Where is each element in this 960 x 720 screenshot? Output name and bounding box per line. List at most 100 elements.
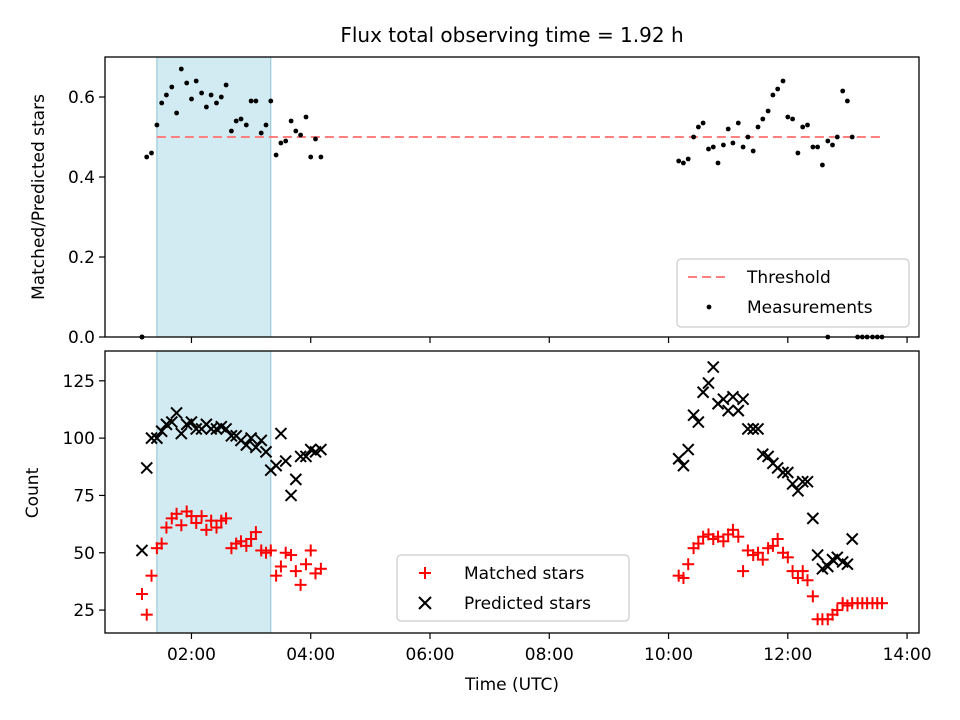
measurement-point: [725, 126, 731, 132]
predicted-star-point: [274, 427, 288, 440]
predicted-star-point: [244, 431, 258, 445]
measurement-point: [795, 150, 801, 156]
measurement-point: [790, 116, 795, 122]
matched-star-point: [270, 569, 283, 582]
predicted-star-point: [736, 392, 750, 406]
predicted-star-point: [732, 404, 745, 417]
matched-star-point: [145, 569, 158, 582]
measurement-point: [750, 148, 756, 154]
y-tick-label: 125: [63, 372, 95, 392]
measurement-point: [263, 122, 269, 128]
measurement-point: [273, 152, 279, 158]
measurement-point: [830, 142, 835, 148]
predicted-star-point: [249, 441, 263, 454]
matched-star-point: [786, 565, 799, 578]
matched-star-point: [732, 530, 745, 543]
matched-star-point: [876, 597, 889, 610]
measurement-point: [223, 82, 229, 88]
predicted-star-point: [672, 452, 685, 465]
measurement-point: [278, 140, 284, 146]
predicted-star-point: [702, 376, 715, 390]
matched-star-point: [200, 523, 213, 536]
measurement-point: [721, 142, 726, 148]
bottom-y-axis-label: Count: [23, 467, 43, 518]
x-tick-label: 08:00: [525, 645, 574, 665]
y-tick-label: 0.4: [68, 168, 95, 188]
measurement-point: [805, 122, 810, 128]
legend-predicted-label: Predicted stars: [464, 594, 591, 614]
predicted-star-point: [299, 450, 313, 463]
matched-star-point: [756, 553, 769, 566]
measurement-point: [268, 98, 274, 104]
predicted-star-point: [175, 427, 188, 440]
matched-star-point: [175, 519, 188, 532]
top-x-axis: [190, 337, 908, 343]
predicted-star-point: [279, 454, 292, 468]
matched-star-point: [170, 507, 183, 520]
matched-star-point: [692, 537, 705, 550]
x-tick-label: 14:00: [883, 645, 932, 665]
measurement-point: [840, 88, 846, 94]
bottom-x-axis-label: Time (UTC): [464, 675, 559, 695]
measurement-point: [169, 84, 175, 90]
predicted-star-point: [846, 532, 859, 546]
measurement-point: [810, 144, 816, 150]
measurement-point: [825, 138, 831, 144]
matched-star-point: [195, 510, 208, 523]
y-tick-label: 25: [73, 601, 95, 621]
x-tick-label: 06:00: [406, 645, 455, 665]
x-tick-label: 10:00: [644, 645, 693, 665]
measurement-point: [785, 114, 791, 120]
predicted-star-point: [269, 459, 283, 472]
measurement-point: [233, 118, 239, 124]
matched-star-point: [205, 514, 218, 527]
measurement-point: [845, 98, 850, 104]
measurement-point: [800, 124, 806, 130]
top-axes-frame: [104, 56, 920, 338]
top-panel: 0.0 0.2 0.4 0.6 Matched/Predicted stars Thr…: [29, 56, 920, 348]
predicted-star-point: [170, 406, 183, 420]
matched-star-point: [279, 546, 292, 559]
matched-star-point: [240, 539, 253, 552]
matched-star-point: [801, 574, 814, 587]
measurement-point: [730, 140, 736, 146]
measurement-point: [745, 134, 751, 140]
predicted-star-point: [741, 422, 755, 436]
measurement-point: [218, 94, 224, 100]
measurement-point: [164, 92, 169, 98]
measurement-point: [199, 90, 205, 96]
measurement-point: [318, 154, 324, 160]
measurement-point: [258, 130, 264, 136]
measurement-point: [174, 110, 180, 116]
predicted-star-point: [801, 475, 814, 488]
measurement-point: [696, 124, 701, 130]
predicted-star-point: [259, 445, 273, 459]
measurement-point: [204, 104, 209, 110]
measurement-point: [755, 124, 761, 130]
matched-star-point: [220, 512, 233, 525]
measurement-point: [685, 156, 691, 162]
bottom-axes-frame: [104, 350, 920, 634]
matched-star-point: [155, 537, 168, 550]
predicted-star-point: [682, 443, 695, 456]
matched-star-point: [140, 608, 153, 621]
predicted-star-point: [219, 422, 233, 436]
predicted-star-point: [841, 558, 854, 571]
measurement-point: [820, 162, 825, 168]
predicted-star-point: [140, 461, 153, 475]
measurement-point: [691, 134, 696, 140]
predicted-star-point: [747, 422, 760, 436]
predicted-star-point: [687, 408, 700, 422]
predicted-star-point: [786, 477, 799, 491]
y-tick-label: 50: [73, 544, 95, 564]
measurement-point: [775, 86, 781, 92]
matched-star-point: [289, 565, 302, 578]
y-tick-label: 100: [63, 429, 95, 449]
measurement-point: [303, 114, 309, 120]
top-legend: Threshold Measurements: [676, 258, 910, 328]
predicted-star-point: [806, 512, 820, 525]
legend-threshold-label: Threshold: [746, 268, 831, 288]
predicted-star-point: [677, 459, 690, 472]
matched-star-point: [285, 549, 298, 562]
matched-star-point: [766, 539, 779, 552]
